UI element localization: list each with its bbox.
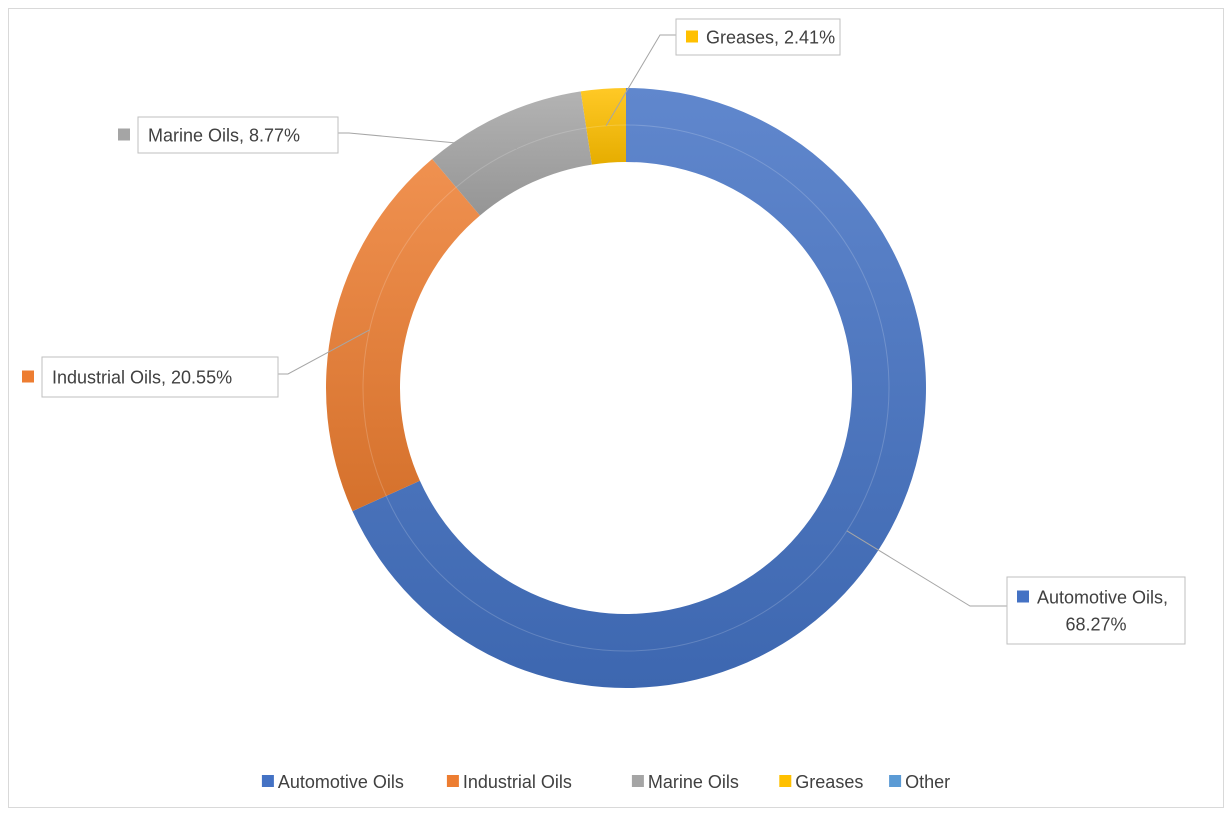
donut-slices: [326, 88, 927, 689]
legend-label-marine-oils: Marine Oils: [648, 772, 739, 792]
leader-line-marine-oils: [338, 132, 518, 150]
slice-marine-oils: [432, 91, 592, 216]
ring-highlight: [362, 124, 890, 652]
legend: Automotive Oils Industrial Oils Marine Oil…: [261, 772, 950, 792]
legend-label-industrial-oils: Industrial Oils: [463, 772, 572, 792]
data-label-text-greases: Greases, 2.41%: [706, 28, 835, 48]
legend-swatch-industrial-oils: [446, 775, 459, 787]
legend-label-greases: Greases: [795, 772, 863, 792]
legend-swatch-other: [889, 775, 902, 787]
data-label-text-marine-oils: Marine Oils, 8.77%: [148, 126, 300, 146]
data-label-key-automotive-oils: [1017, 590, 1029, 603]
legend-swatch-automotive-oils: [261, 775, 274, 787]
slice-industrial-oils: [326, 159, 480, 512]
data-label-box-industrial-oils: [41, 356, 279, 398]
slice-greases: [580, 88, 626, 165]
legend-swatch-marine-oils: [631, 775, 644, 787]
leader-line-industrial-oils: [278, 329, 370, 375]
leader-line-automotive-oils: [846, 530, 1007, 607]
leader-line-greases: [605, 34, 676, 127]
legend-label-other: Other: [905, 772, 950, 792]
data-label-box-marine-oils: [137, 116, 339, 154]
data-label-key-greases: [686, 30, 698, 43]
leader-lines: [278, 34, 1007, 607]
legend-label-automotive-oils: Automotive Oils: [278, 772, 404, 792]
data-label-key-marine-oils: [118, 128, 130, 141]
data-label-box-automotive-oils: [1006, 576, 1186, 645]
data-label-text-automotive-oils: Automotive Oils,: [1037, 588, 1168, 608]
data-labels: Automotive Oils, 68.27% Industrial Oils, 2…: [22, 18, 1186, 645]
data-label-text-industrial-oils: Industrial Oils, 20.55%: [52, 368, 232, 388]
data-label-key-industrial-oils: [22, 370, 34, 383]
data-label-text-automotive-oils: 68.27%: [1065, 615, 1126, 635]
legend-swatch-greases: [779, 775, 792, 787]
data-label-box-greases: [675, 18, 841, 56]
